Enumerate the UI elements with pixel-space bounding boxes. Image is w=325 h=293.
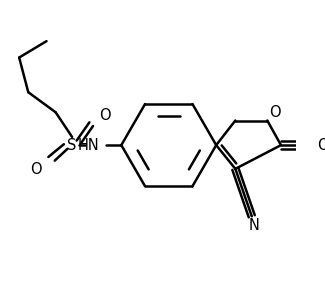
Text: S: S — [67, 138, 77, 153]
Text: O: O — [30, 162, 42, 177]
Text: O: O — [318, 138, 325, 153]
Text: O: O — [99, 108, 111, 123]
Text: HN: HN — [78, 138, 99, 153]
Text: N: N — [248, 218, 259, 233]
Text: O: O — [269, 105, 281, 120]
